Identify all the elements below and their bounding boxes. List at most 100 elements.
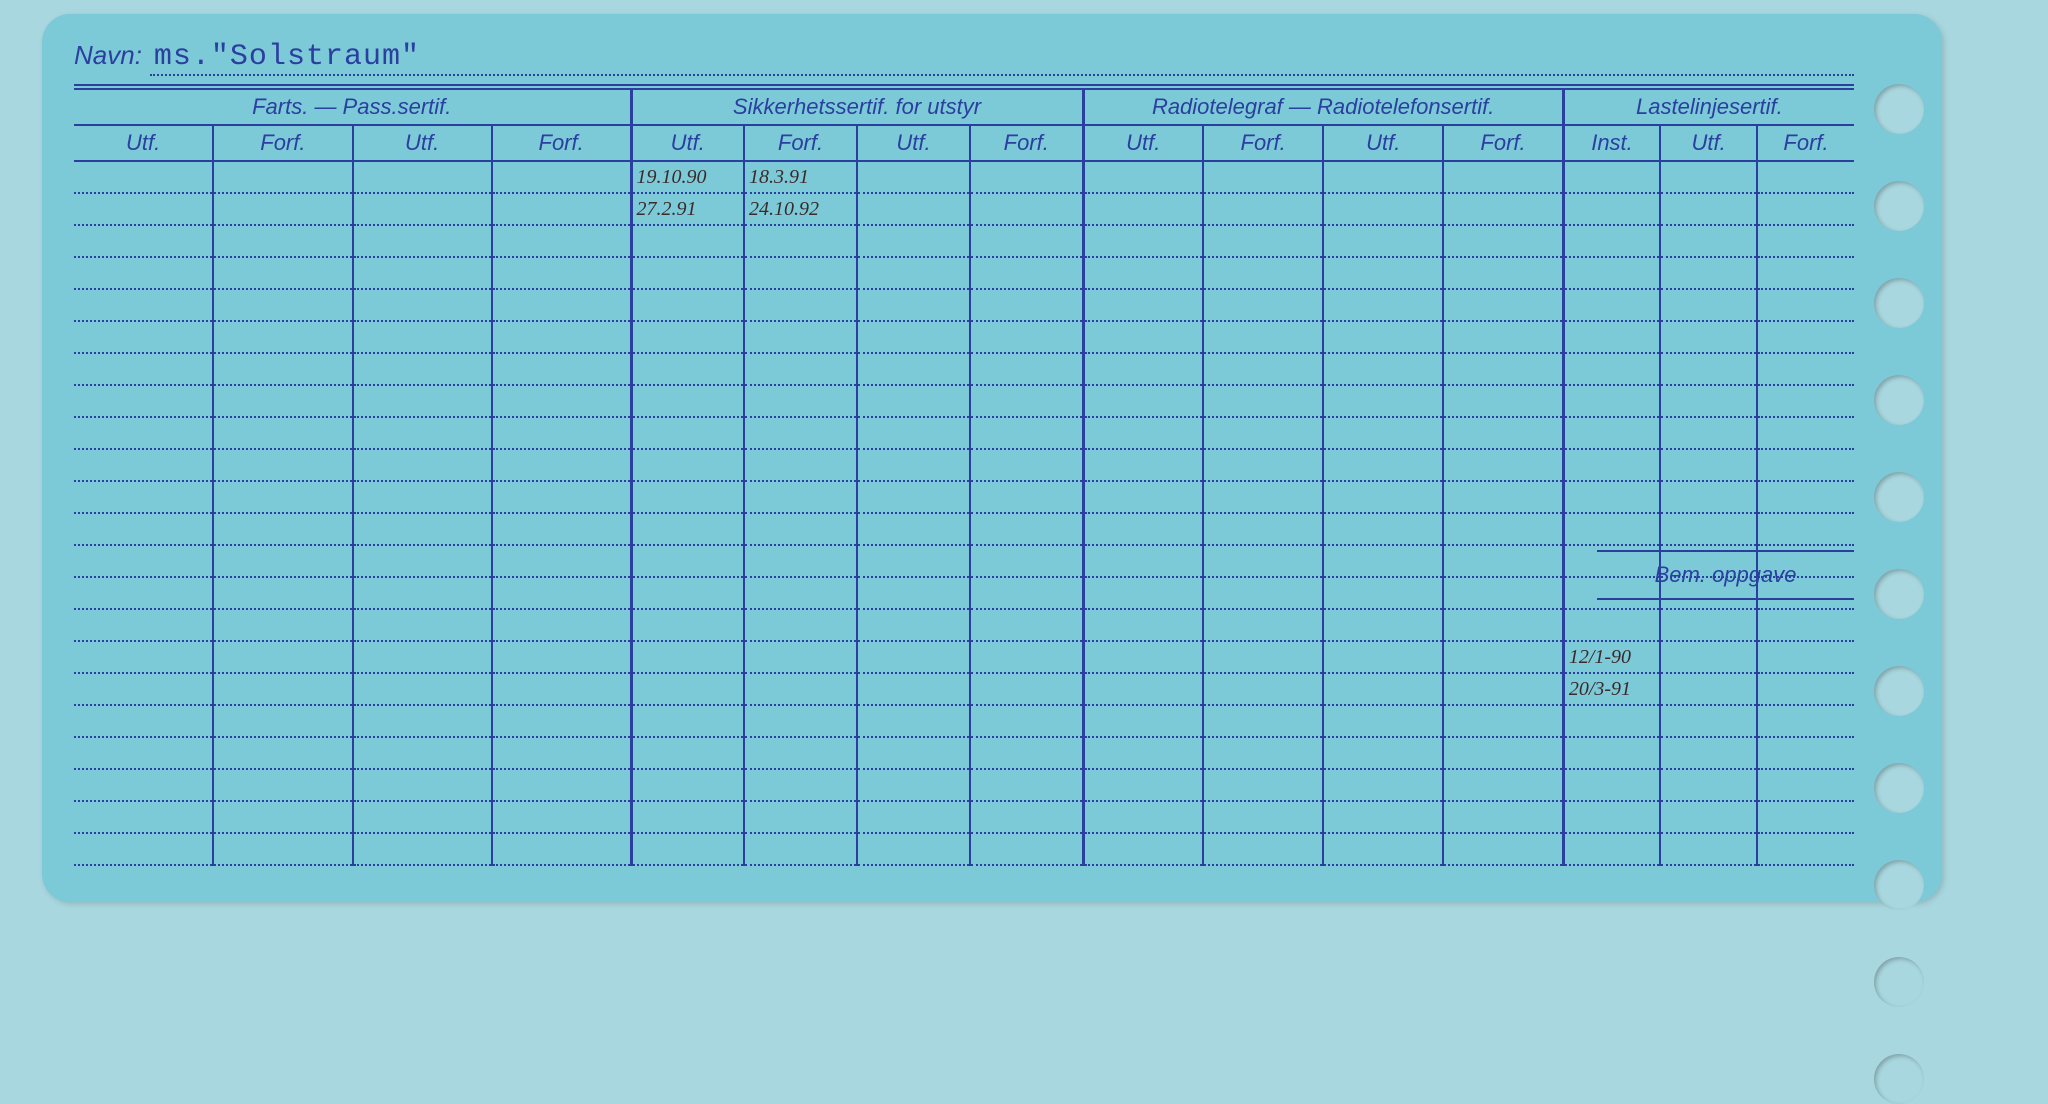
cell <box>74 225 213 257</box>
col-radio-forf2: Forf. <box>1443 125 1563 161</box>
table-row: 27.2.9124.10.92 <box>74 193 1854 225</box>
cell <box>1443 737 1563 769</box>
cell <box>744 833 857 865</box>
cell <box>74 449 213 481</box>
cell <box>1443 257 1563 289</box>
cell <box>1757 513 1854 545</box>
table-row <box>74 577 1854 609</box>
cell <box>1083 353 1203 385</box>
cell <box>1660 705 1757 737</box>
cell <box>1083 545 1203 577</box>
table-row <box>74 769 1854 801</box>
group-laste: Lastelinjesertif. <box>1563 89 1854 125</box>
cell <box>1757 705 1854 737</box>
cell <box>857 289 970 321</box>
cell <box>1757 833 1854 865</box>
cell <box>492 641 631 673</box>
cell <box>213 577 352 609</box>
cell <box>970 545 1083 577</box>
cell <box>1757 417 1854 449</box>
cell <box>631 705 744 737</box>
cell <box>74 577 213 609</box>
cell: 12/1-90 <box>1563 641 1660 673</box>
cell <box>1660 481 1757 513</box>
table-row <box>74 833 1854 865</box>
cell <box>213 449 352 481</box>
cell <box>857 769 970 801</box>
cell <box>744 449 857 481</box>
cell <box>857 481 970 513</box>
cell <box>1563 513 1660 545</box>
cell <box>744 705 857 737</box>
cell <box>492 609 631 641</box>
col-farts-utf2: Utf. <box>353 125 492 161</box>
cell <box>744 577 857 609</box>
bem-oppgave-label: Bem. oppgave <box>1655 562 1797 588</box>
cell <box>213 737 352 769</box>
cell <box>1563 161 1660 193</box>
cell <box>744 481 857 513</box>
cell <box>631 449 744 481</box>
table-row <box>74 321 1854 353</box>
cell <box>353 449 492 481</box>
cell <box>1443 609 1563 641</box>
cell <box>492 161 631 193</box>
cell <box>1203 609 1323 641</box>
cell <box>744 769 857 801</box>
table-row <box>74 705 1854 737</box>
col-laste-forf: Forf. <box>1757 125 1854 161</box>
cell <box>1660 321 1757 353</box>
cell <box>1563 737 1660 769</box>
cell <box>1323 609 1443 641</box>
cell <box>1083 385 1203 417</box>
cell <box>74 833 213 865</box>
cell <box>744 737 857 769</box>
cell <box>744 417 857 449</box>
cell <box>213 801 352 833</box>
cell <box>1660 513 1757 545</box>
cell <box>353 481 492 513</box>
cell <box>1660 449 1757 481</box>
cell <box>1443 545 1563 577</box>
cell <box>1203 545 1323 577</box>
cell <box>1443 289 1563 321</box>
cell <box>213 417 352 449</box>
cell <box>213 641 352 673</box>
cell <box>1323 353 1443 385</box>
cell <box>857 513 970 545</box>
cell <box>857 609 970 641</box>
cell <box>857 417 970 449</box>
cell <box>744 385 857 417</box>
cell <box>74 769 213 801</box>
cell <box>1203 385 1323 417</box>
handwritten-entry: 18.3.91 <box>749 166 809 188</box>
cell <box>1660 801 1757 833</box>
cell <box>744 641 857 673</box>
cell <box>213 769 352 801</box>
cell <box>1563 481 1660 513</box>
cell <box>1443 385 1563 417</box>
cell <box>631 545 744 577</box>
table-row <box>74 737 1854 769</box>
cell <box>1323 225 1443 257</box>
cell <box>492 385 631 417</box>
cell <box>353 225 492 257</box>
cell <box>492 257 631 289</box>
punch-hole <box>1874 84 1924 134</box>
table-wrap: Farts. — Pass.sertif. Sikkerhetssertif. … <box>74 88 1854 866</box>
cell <box>213 225 352 257</box>
cell <box>1323 577 1443 609</box>
cell <box>1563 385 1660 417</box>
cell <box>1323 641 1443 673</box>
cell <box>1443 769 1563 801</box>
cell <box>631 225 744 257</box>
punch-hole <box>1874 278 1924 328</box>
col-sikk-forf1: Forf. <box>744 125 857 161</box>
cell: 24.10.92 <box>744 193 857 225</box>
cell <box>74 737 213 769</box>
handwritten-entry: 19.10.90 <box>637 166 707 188</box>
punch-holes <box>1874 84 1924 1104</box>
cell <box>1323 321 1443 353</box>
cell <box>213 321 352 353</box>
cell <box>1660 673 1757 705</box>
